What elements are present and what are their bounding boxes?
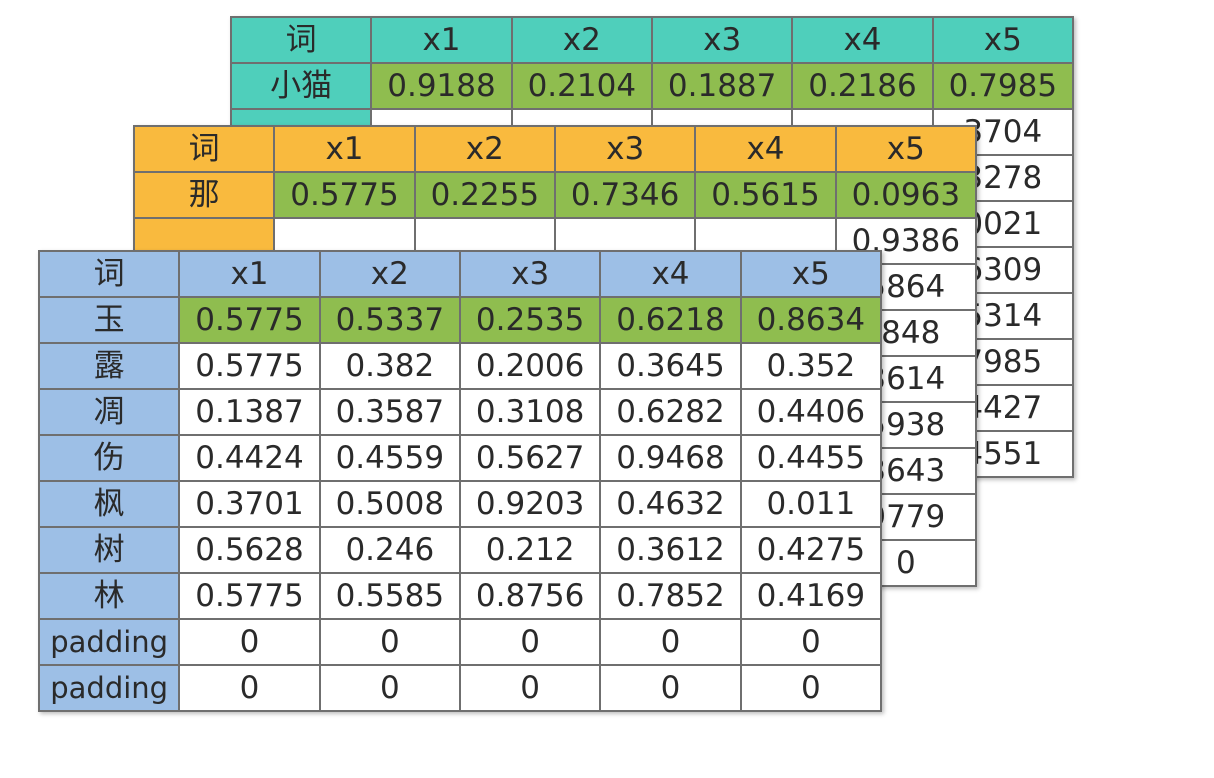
value-cell: 0.0963 [834,171,978,219]
word-cell: 凋 [37,388,181,436]
value-cell: 0 [458,664,602,712]
value-cell: 0.3645 [599,342,742,390]
value-cell: 0.5775 [178,296,321,344]
dimension-header-x2: x2 [318,250,461,298]
table-row: 凋 0.1387 0.3587 0.3108 0.6282 0.4406 [37,388,883,436]
value-cell: 0.5337 [318,296,461,344]
value-cell: 0.7852 [599,572,742,620]
value-cell: 0.9203 [458,480,602,528]
dimension-header-x4: x4 [694,125,837,173]
table-row: 林 0.5775 0.5585 0.8756 0.7852 0.4169 [37,572,883,620]
value-cell: 0 [739,664,883,712]
value-cell: 0.2535 [458,296,602,344]
dimension-header-x3: x3 [458,250,602,298]
word-cell: 伤 [37,434,181,482]
value-cell: 0.4275 [739,526,883,574]
value-cell: 0 [318,618,461,666]
word-cell: 小猫 [229,62,373,110]
value-cell: 0.5627 [458,434,602,482]
word-column-header: 词 [37,250,181,298]
dimension-header-x5: x5 [931,16,1075,64]
table-row: 露 0.5775 0.382 0.2006 0.3645 0.352 [37,342,883,390]
dimension-header-x4: x4 [791,16,934,64]
dimension-header-x1: x1 [273,125,416,173]
dimension-header-x3: x3 [650,16,794,64]
word-cell: 树 [37,526,181,574]
value-cell: 0 [739,618,883,666]
value-cell: 0.4455 [739,434,883,482]
word-column-header: 词 [132,125,276,173]
value-cell: 0.4424 [178,434,321,482]
value-cell: 0.8756 [458,572,602,620]
value-cell: 0 [599,618,742,666]
value-cell: 0 [599,664,742,712]
value-cell: 0.2006 [458,342,602,390]
value-cell: 0 [458,618,602,666]
value-cell: 0.382 [318,342,461,390]
value-cell: 0 [178,618,321,666]
dimension-header-x1: x1 [370,16,513,64]
table-row: 树 0.5628 0.246 0.212 0.3612 0.4275 [37,526,883,574]
header-row: 词 x1 x2 x3 x4 x5 [132,125,978,173]
dimension-header-x5: x5 [739,250,883,298]
value-cell: 0.9468 [599,434,742,482]
value-cell: 0.2104 [510,62,653,110]
value-cell: 0.246 [318,526,461,574]
value-cell: 0.1387 [178,388,321,436]
dimension-header-x3: x3 [553,125,697,173]
value-cell: 0.5585 [318,572,461,620]
value-cell: 0.8634 [739,296,883,344]
table-row: 那 0.5775 0.2255 0.7346 0.5615 0.0963 [132,171,978,219]
table-row: padding 0 0 0 0 0 [37,664,883,712]
word-cell: 露 [37,342,181,390]
value-cell: 0.5008 [318,480,461,528]
table-row: 玉 0.5775 0.5337 0.2535 0.6218 0.8634 [37,296,883,344]
value-cell: 0.5775 [178,572,321,620]
dimension-header-x1: x1 [178,250,321,298]
table-row: 伤 0.4424 0.4559 0.5627 0.9468 0.4455 [37,434,883,482]
value-cell: 0.4169 [739,572,883,620]
value-cell: 0.2186 [791,62,934,110]
word-cell: 枫 [37,480,181,528]
value-cell: 0.6282 [599,388,742,436]
value-cell: 0.9188 [370,62,513,110]
header-row: 词 x1 x2 x3 x4 x5 [37,250,883,298]
value-cell: 0.3108 [458,388,602,436]
word-cell: 林 [37,572,181,620]
value-cell: 0 [178,664,321,712]
value-cell: 0.4406 [739,388,883,436]
value-cell: 0.5775 [178,342,321,390]
value-cell: 0.5615 [694,171,837,219]
table-row: padding 0 0 0 0 0 [37,618,883,666]
value-cell: 0.4632 [599,480,742,528]
value-cell: 0.1887 [650,62,794,110]
word-cell: padding [37,618,181,666]
value-cell: 0.011 [739,480,883,528]
value-cell: 0.3701 [178,480,321,528]
value-cell: 0.3587 [318,388,461,436]
word-column-header: 词 [229,16,373,64]
embedding-table-front: 词 x1 x2 x3 x4 x5 玉 0.5775 0.5337 0.2535 0.6218 0.86… [37,250,883,712]
dimension-header-x2: x2 [413,125,556,173]
value-cell: 0.7985 [931,62,1075,110]
value-cell: 0.212 [458,526,602,574]
dimension-header-x4: x4 [599,250,742,298]
value-cell: 0.5775 [273,171,416,219]
value-cell: 0.3612 [599,526,742,574]
value-cell: 0.4559 [318,434,461,482]
table-row: 枫 0.3701 0.5008 0.9203 0.4632 0.011 [37,480,883,528]
dimension-header-x2: x2 [510,16,653,64]
value-cell: 0.352 [739,342,883,390]
word-cell: 那 [132,171,276,219]
table-row: 小猫 0.9188 0.2104 0.1887 0.2186 0.7985 [229,62,1075,110]
value-cell: 0.2255 [413,171,556,219]
value-cell: 0.5628 [178,526,321,574]
word-cell: padding [37,664,181,712]
value-cell: 0 [318,664,461,712]
value-cell: 0.6218 [599,296,742,344]
word-cell: 玉 [37,296,181,344]
header-row: 词 x1 x2 x3 x4 x5 [229,16,1075,64]
value-cell: 0.7346 [553,171,697,219]
dimension-header-x5: x5 [834,125,978,173]
